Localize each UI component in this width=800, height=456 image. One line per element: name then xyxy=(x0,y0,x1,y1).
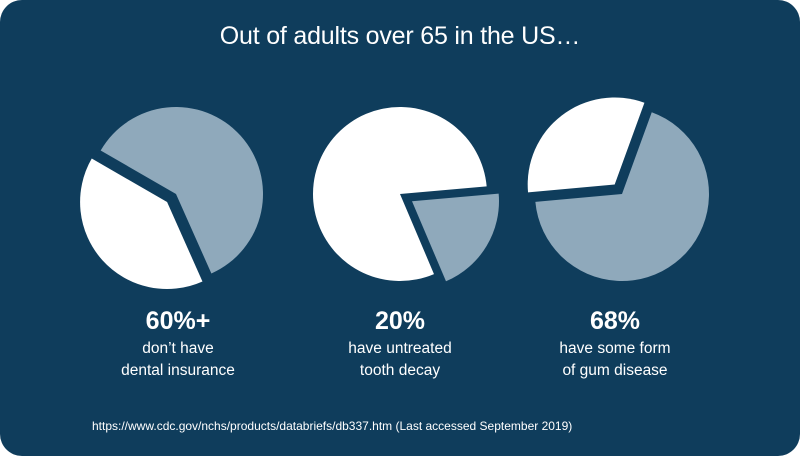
stat-caption-line: tooth decay xyxy=(359,362,441,379)
stat-gum-disease: 68% have some form of gum disease xyxy=(505,304,725,382)
pie-slice-remainder xyxy=(313,106,487,281)
source-citation: https://www.cdc.gov/nchs/products/databr… xyxy=(92,419,573,433)
stat-value: 20% xyxy=(374,307,426,335)
stat-caption-line: have some form xyxy=(559,340,671,357)
pie-slice-remainder xyxy=(527,97,645,193)
stat-caption-line: don’t have xyxy=(142,340,214,357)
stat-caption-line: dental insurance xyxy=(121,362,235,379)
stat-value: 60%+ xyxy=(145,307,211,335)
stat-caption-line: have untreated xyxy=(348,340,452,357)
infographic-title: Out of adults over 65 in the US… xyxy=(219,22,581,50)
stat-tooth-decay: 20% have untreated tooth decay xyxy=(290,304,510,382)
pie-slice-percentage xyxy=(412,193,500,282)
pie-slice-percentage xyxy=(535,112,710,282)
pie-slice-percentage xyxy=(100,107,264,274)
stat-insurance: 60%+ don’t have dental insurance xyxy=(68,304,288,382)
pie-slice-remainder xyxy=(80,158,203,290)
stat-value: 68% xyxy=(589,307,641,335)
stat-caption-line: of gum disease xyxy=(562,362,668,379)
